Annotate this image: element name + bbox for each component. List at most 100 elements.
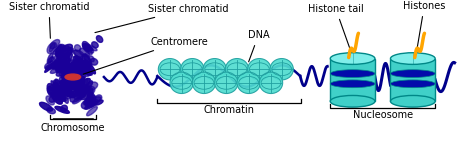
Ellipse shape (77, 86, 90, 93)
Ellipse shape (72, 78, 81, 90)
Ellipse shape (88, 88, 93, 98)
Ellipse shape (82, 64, 90, 71)
Ellipse shape (75, 65, 83, 72)
Ellipse shape (391, 70, 435, 77)
Ellipse shape (71, 80, 82, 92)
Ellipse shape (55, 106, 69, 113)
Ellipse shape (56, 59, 64, 71)
Ellipse shape (46, 96, 55, 105)
Ellipse shape (330, 80, 375, 88)
Ellipse shape (55, 88, 68, 95)
Ellipse shape (73, 97, 82, 104)
Ellipse shape (73, 79, 84, 89)
Ellipse shape (67, 71, 74, 80)
Ellipse shape (65, 74, 81, 80)
Ellipse shape (64, 58, 72, 68)
Ellipse shape (158, 59, 182, 80)
Ellipse shape (45, 61, 55, 72)
Ellipse shape (61, 85, 71, 94)
Ellipse shape (78, 66, 84, 70)
Ellipse shape (56, 69, 68, 76)
Ellipse shape (65, 64, 74, 72)
Ellipse shape (64, 77, 73, 84)
Ellipse shape (74, 90, 86, 99)
Ellipse shape (75, 84, 80, 91)
Ellipse shape (84, 96, 96, 105)
Ellipse shape (83, 44, 93, 53)
Ellipse shape (71, 88, 85, 96)
Ellipse shape (59, 77, 68, 88)
Ellipse shape (95, 95, 102, 102)
Ellipse shape (81, 85, 88, 98)
Ellipse shape (76, 82, 83, 88)
Ellipse shape (330, 70, 375, 77)
Ellipse shape (75, 79, 82, 85)
Ellipse shape (88, 81, 92, 87)
Ellipse shape (54, 60, 60, 69)
Ellipse shape (52, 62, 58, 70)
Ellipse shape (78, 79, 84, 85)
Ellipse shape (63, 48, 73, 57)
Ellipse shape (68, 88, 73, 95)
Ellipse shape (79, 86, 91, 95)
Ellipse shape (73, 66, 80, 73)
Ellipse shape (58, 46, 66, 59)
Ellipse shape (71, 64, 80, 71)
Ellipse shape (51, 92, 64, 101)
Ellipse shape (39, 102, 53, 111)
Ellipse shape (55, 79, 62, 89)
Ellipse shape (71, 62, 80, 72)
Ellipse shape (53, 90, 64, 98)
Ellipse shape (53, 58, 59, 68)
Ellipse shape (73, 50, 84, 57)
Ellipse shape (85, 97, 90, 104)
Ellipse shape (81, 60, 88, 67)
Ellipse shape (56, 92, 63, 102)
Ellipse shape (60, 80, 67, 93)
Text: DNA: DNA (248, 30, 269, 62)
Ellipse shape (64, 96, 68, 103)
Ellipse shape (73, 56, 82, 68)
Ellipse shape (65, 70, 73, 77)
Ellipse shape (47, 42, 56, 54)
Ellipse shape (80, 61, 86, 67)
Ellipse shape (47, 53, 53, 64)
Ellipse shape (60, 88, 72, 96)
Ellipse shape (85, 101, 96, 109)
Ellipse shape (330, 53, 375, 64)
Text: Nucleosome: Nucleosome (353, 110, 413, 120)
Ellipse shape (76, 67, 83, 74)
Ellipse shape (62, 87, 68, 93)
Text: Chromatin: Chromatin (204, 105, 255, 115)
Ellipse shape (57, 88, 65, 98)
Ellipse shape (75, 56, 79, 61)
Ellipse shape (77, 59, 84, 73)
Ellipse shape (73, 80, 81, 90)
Ellipse shape (66, 61, 75, 74)
Text: Sister chromatid: Sister chromatid (95, 4, 228, 33)
Text: Sister chromatid: Sister chromatid (9, 2, 89, 38)
Ellipse shape (66, 60, 73, 65)
Ellipse shape (87, 93, 94, 100)
Ellipse shape (62, 61, 69, 74)
Ellipse shape (53, 80, 61, 89)
Ellipse shape (78, 78, 90, 88)
Ellipse shape (215, 72, 238, 94)
Ellipse shape (47, 84, 55, 95)
Ellipse shape (50, 40, 60, 49)
Ellipse shape (83, 44, 93, 51)
Ellipse shape (73, 60, 79, 66)
Ellipse shape (81, 64, 90, 70)
Ellipse shape (65, 69, 73, 78)
Ellipse shape (73, 60, 82, 66)
Ellipse shape (192, 72, 216, 94)
Ellipse shape (86, 99, 98, 107)
Ellipse shape (87, 107, 97, 116)
Ellipse shape (57, 61, 68, 69)
Ellipse shape (82, 101, 90, 109)
Ellipse shape (61, 105, 67, 112)
Ellipse shape (89, 97, 101, 104)
Ellipse shape (77, 68, 90, 76)
Ellipse shape (73, 72, 82, 78)
Ellipse shape (56, 56, 65, 64)
